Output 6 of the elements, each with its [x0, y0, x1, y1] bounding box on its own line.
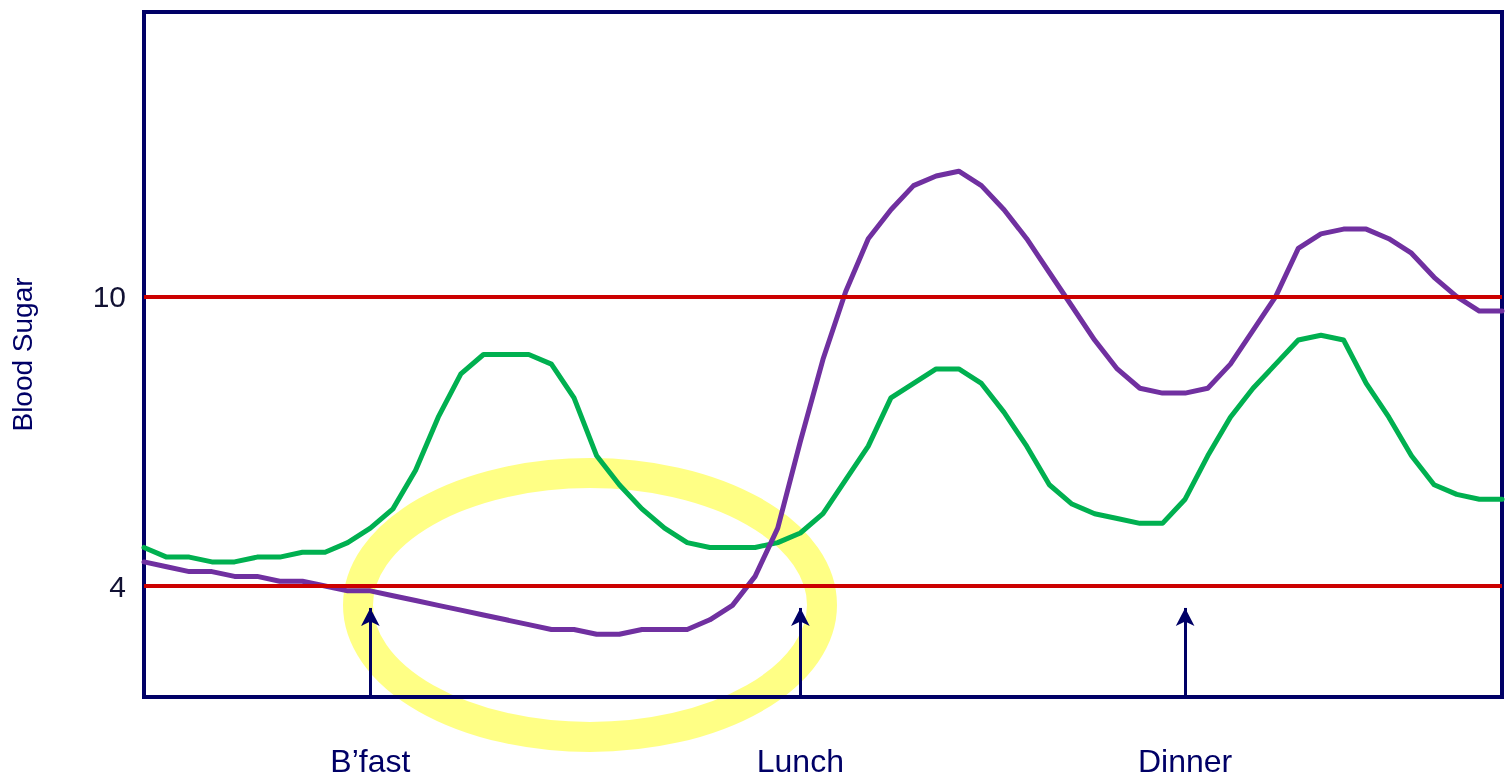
x-tick-label: B’fast — [330, 743, 411, 779]
x-tick-label: Lunch — [756, 743, 844, 779]
y-axis-title: Blood Sugar — [6, 277, 38, 432]
x-tick-label: Dinner — [1138, 743, 1233, 779]
y-tick-label: 10 — [92, 280, 126, 314]
y-tick-label: 4 — [109, 569, 126, 603]
